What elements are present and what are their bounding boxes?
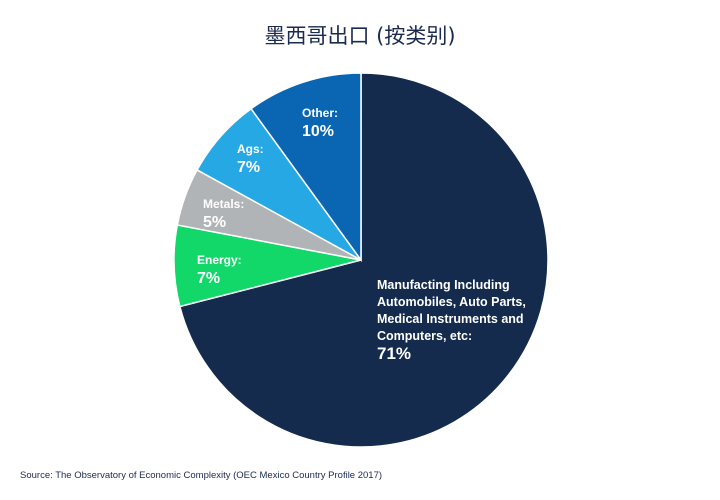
slice-label-0: Manufacting Including Automobiles, Auto P… <box>377 278 526 363</box>
slice-label-line: Medical Instruments and <box>377 312 524 326</box>
slice-label-2: Metals: 5% <box>203 197 244 231</box>
slice-label-line: Energy: <box>197 253 242 267</box>
slice-label-line: Automobiles, Auto Parts, <box>377 295 526 309</box>
slice-label-1: Energy: 7% <box>197 253 242 287</box>
slice-percent: 71% <box>377 344 411 363</box>
slice-label-line: Manufacting Including <box>377 278 510 292</box>
slice-percent: 7% <box>237 159 260 176</box>
slice-label-3: Ags: 7% <box>237 142 264 176</box>
source-note: Source: The Observatory of Economic Comp… <box>20 470 383 481</box>
slice-label-line: Metals: <box>203 197 244 211</box>
slice-label-4: Other: 10% <box>302 106 338 140</box>
pie-slice-4 <box>250 72 362 263</box>
slice-percent: 5% <box>203 214 226 231</box>
slice-label-line: Other: <box>302 106 338 120</box>
pie-slice-0 <box>178 72 549 448</box>
slice-percent: 10% <box>302 123 334 140</box>
slice-label-line: Ags: <box>237 142 264 156</box>
slice-label-line: Computers, etc: <box>377 329 472 343</box>
slice-percent: 7% <box>197 270 220 287</box>
chart-title: 墨西哥出口 (按类别) <box>264 24 456 48</box>
